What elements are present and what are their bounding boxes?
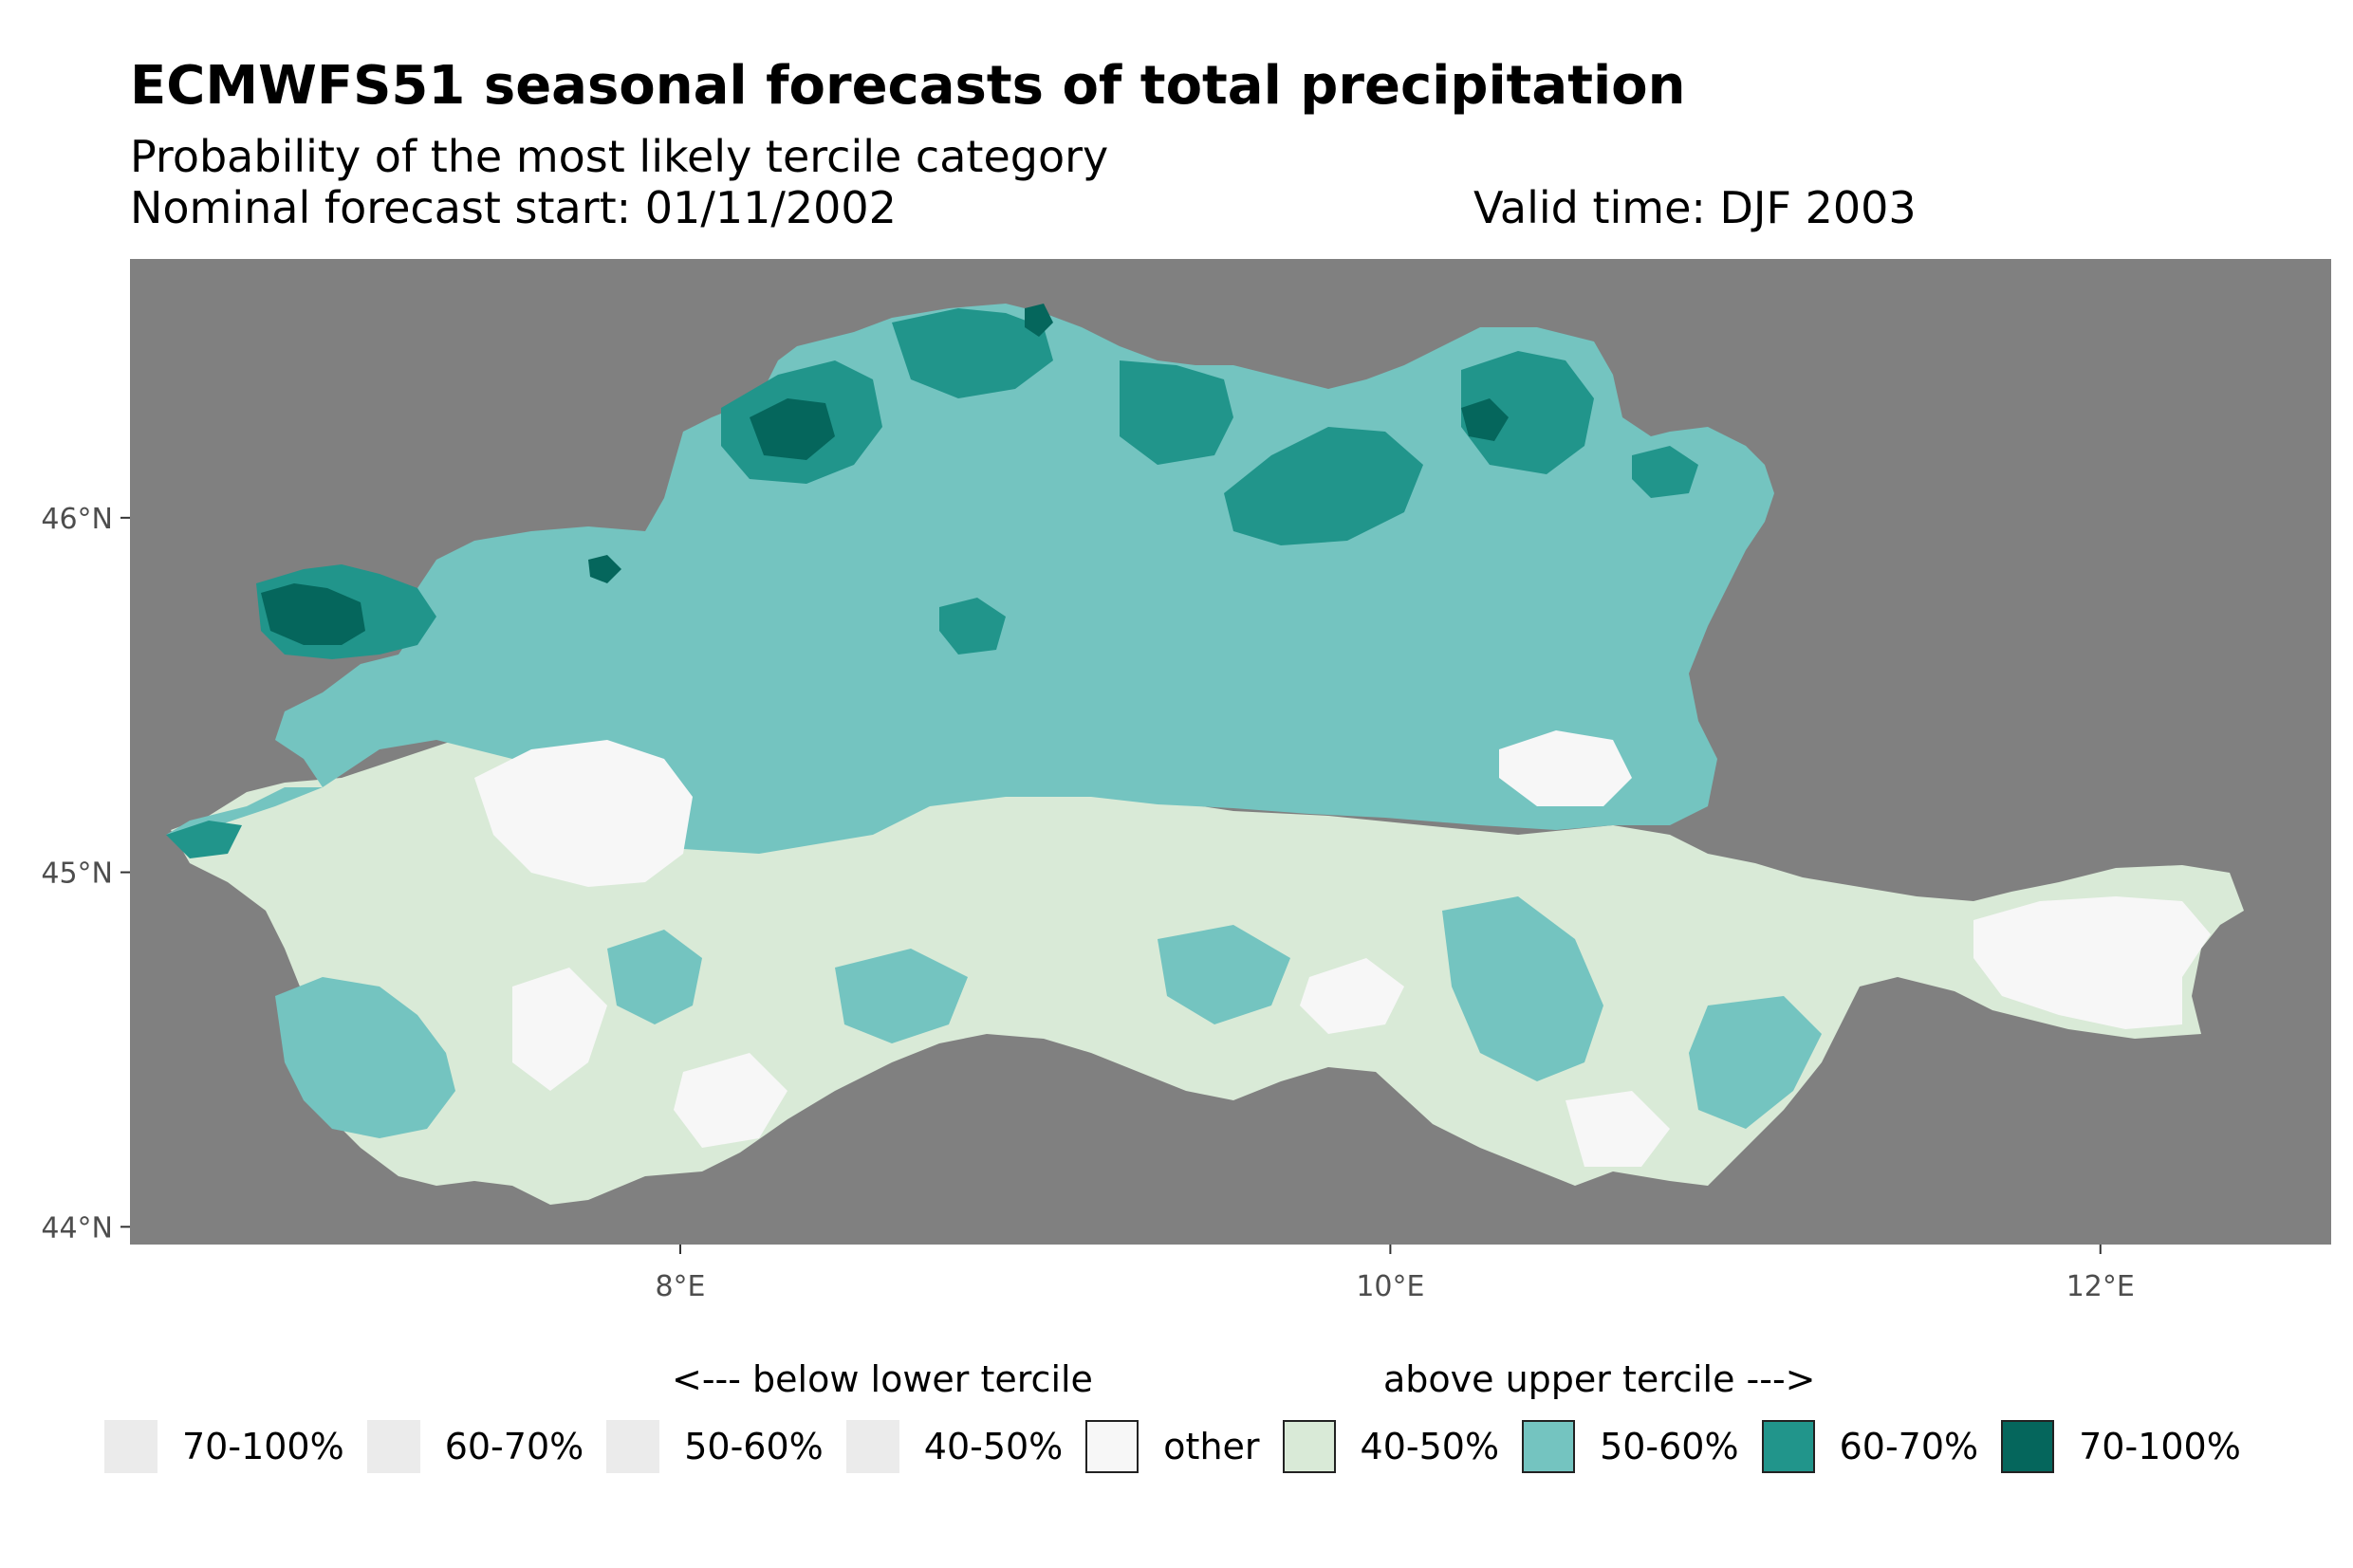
region-60-70-north-d xyxy=(1224,427,1423,545)
legend-label: 50-60% xyxy=(684,1426,824,1467)
y-tick-label: 46°N xyxy=(41,503,113,536)
legend-swatch xyxy=(366,1420,420,1473)
legend-item: 60-70% xyxy=(366,1420,584,1473)
legend-label: 40-50% xyxy=(1360,1426,1500,1467)
legend-label: 50-60% xyxy=(1600,1426,1739,1467)
region-other-ne xyxy=(1499,730,1632,806)
legend-below-heading: <--- below lower tercile xyxy=(672,1358,1093,1400)
legend-label: 70-100% xyxy=(182,1426,344,1467)
legend-swatch xyxy=(1522,1420,1576,1473)
map-title: ECMWFS51 seasonal forecasts of total pre… xyxy=(130,55,1686,117)
legend-swatch xyxy=(2001,1420,2055,1473)
region-60-70-north-c xyxy=(1120,360,1233,465)
region-60-70-ne xyxy=(1632,446,1698,498)
x-tick-label: 12°E xyxy=(2066,1270,2135,1303)
legend: 70-100% 60-70% 50-60% 40-50% other 40-50% 50-6… xyxy=(104,1420,2264,1473)
region-50-60-south-c xyxy=(1158,925,1290,1024)
legend-label: 60-70% xyxy=(1839,1426,1979,1467)
region-70-100-north-d xyxy=(588,555,621,583)
legend-label: other xyxy=(1163,1426,1260,1467)
legend-item: 50-60% xyxy=(606,1420,824,1473)
region-other-east xyxy=(1973,896,2211,1029)
region-other-west xyxy=(474,740,693,887)
legend-item: 50-60% xyxy=(1522,1420,1739,1473)
region-50-60-south-e xyxy=(1689,996,1822,1129)
legend-label: 70-100% xyxy=(2079,1426,2241,1467)
x-tick-label: 8°E xyxy=(655,1270,705,1303)
region-70-100-north-b xyxy=(1025,304,1053,337)
legend-above-heading: above upper tercile ---> xyxy=(1383,1358,1816,1400)
legend-swatch xyxy=(606,1420,660,1473)
legend-swatch xyxy=(1282,1420,1336,1473)
legend-item: 60-70% xyxy=(1761,1420,1979,1473)
legend-swatch xyxy=(1085,1420,1139,1473)
valid-time: Valid time: DJF 2003 xyxy=(1473,182,1917,233)
legend-item: other xyxy=(1085,1420,1260,1473)
region-50-60-south-a xyxy=(607,930,702,1024)
x-tick-label: 10°E xyxy=(1356,1270,1424,1303)
region-60-70-center xyxy=(939,598,1006,655)
legend-swatch xyxy=(845,1420,899,1473)
region-other-sw xyxy=(512,968,607,1091)
region-60-70-north-b xyxy=(892,308,1053,398)
y-tick-label: 44°N xyxy=(41,1211,113,1245)
legend-swatch xyxy=(1761,1420,1815,1473)
y-axis: 46°N 45°N 44°N xyxy=(41,503,130,1245)
legend-swatch xyxy=(104,1420,157,1473)
legend-label: 60-70% xyxy=(444,1426,584,1467)
legend-item: 40-50% xyxy=(1282,1420,1500,1473)
region-70-100-north-a xyxy=(750,398,835,460)
region-50-60-south-d xyxy=(1442,896,1603,1081)
legend-label: 40-50% xyxy=(923,1426,1064,1467)
region-70-100-north-c xyxy=(1461,398,1509,441)
region-other-south xyxy=(674,1053,787,1148)
legend-item: 70-100% xyxy=(104,1420,344,1473)
region-other-se xyxy=(1566,1091,1670,1167)
y-tick-label: 45°N xyxy=(41,858,113,891)
forecast-start: Nominal forecast start: 01/11/2002 xyxy=(130,182,897,233)
region-60-70-north-e xyxy=(1461,351,1594,474)
x-axis: 8°E 10°E 12°E xyxy=(655,1245,2135,1303)
region-50-60-sw xyxy=(275,977,455,1138)
map-subtitle: Probability of the most likely tercile c… xyxy=(130,131,1109,182)
region-other-center xyxy=(1300,958,1404,1034)
region-50-60-south-b xyxy=(835,949,968,1043)
region-70-100-nw xyxy=(261,583,365,645)
legend-item: 70-100% xyxy=(2001,1420,2241,1473)
legend-item: 40-50% xyxy=(845,1420,1064,1473)
region-60-70-west-tip xyxy=(166,821,242,858)
